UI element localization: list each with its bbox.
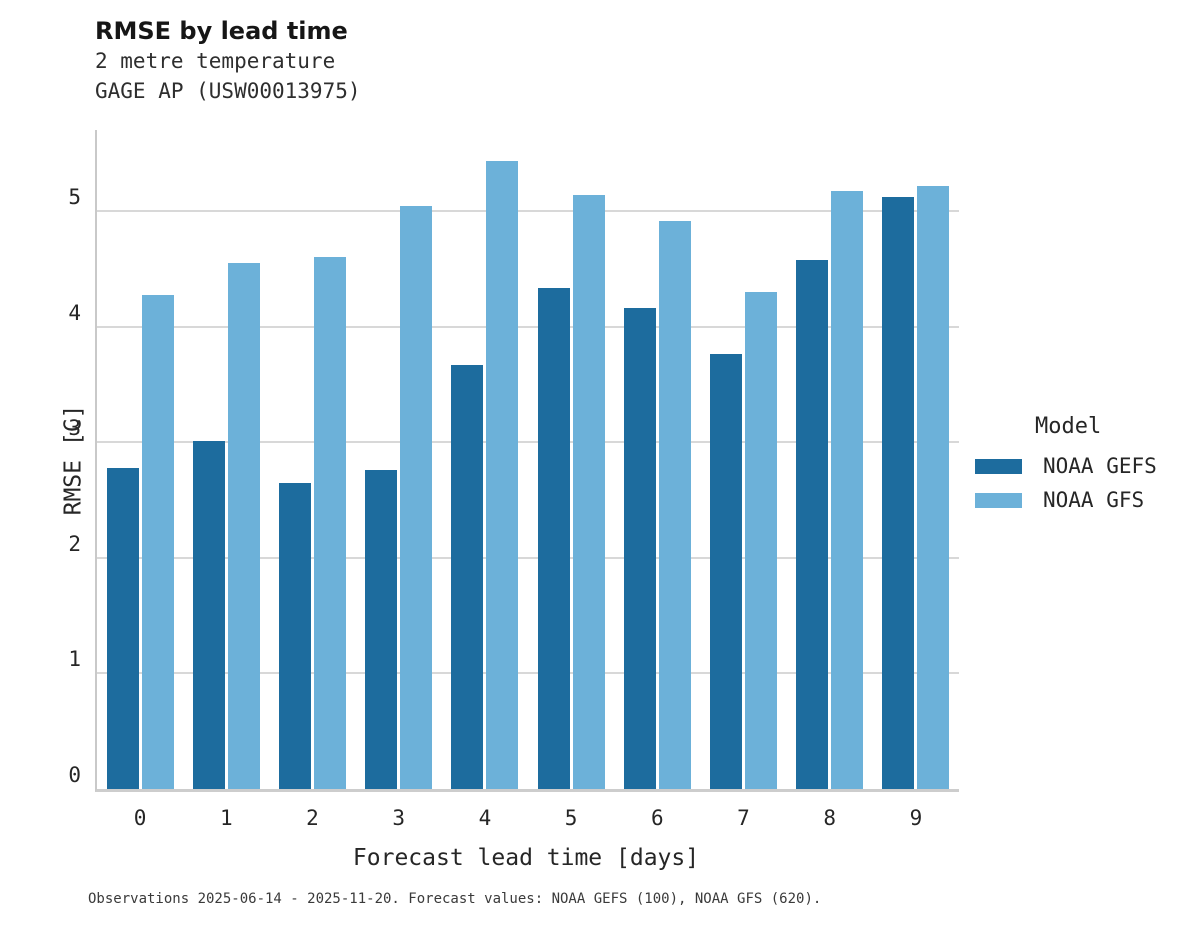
bar-noaa-gfs-1 [227,262,260,789]
gridline-y1 [97,672,959,675]
chart-subtitle-station: GAGE AP (USW00013975) [95,79,361,103]
gefs-swatch-icon [975,458,1022,474]
chart-title: RMSE by lead time [95,17,348,45]
bar-noaa-gfs-0 [141,295,174,789]
bar-noaa-gfs-6 [658,221,691,789]
legend: Model NOAA GEFS NOAA GFS [975,414,1157,517]
caption: Observations 2025-06-14 - 2025-11-20. Fo… [88,891,822,907]
bar-noaa-gefs-4 [451,364,484,789]
x-tick-label-8: 8 [823,806,837,830]
x-tick-label-1: 1 [219,806,233,830]
gridline-y5 [97,209,959,212]
bar-noaa-gfs-8 [831,191,864,789]
x-tick-label-9: 9 [909,806,923,830]
x-tick-label-2: 2 [306,806,319,830]
x-tick-label-4: 4 [478,806,492,830]
x-tick-label-0: 0 [133,806,147,830]
x-tick-label-3: 3 [392,806,406,830]
bar-noaa-gefs-0 [106,467,139,789]
bar-noaa-gefs-8 [796,259,829,789]
y-tick-label-1: 1 [68,647,81,672]
bar-noaa-gfs-5 [572,194,605,789]
y-tick-label-0: 0 [68,762,81,787]
x-axis-title: Forecast lead time [days] [352,845,700,871]
legend-title: Model [1035,414,1102,439]
bar-noaa-gfs-3 [400,206,433,789]
x-tick-label-7: 7 [737,806,750,830]
bar-noaa-gefs-2 [279,482,311,789]
y-tick-label-3: 3 [68,415,81,440]
gridline-y2 [97,556,959,559]
legend-label-gfs: NOAA GFS [1043,488,1145,512]
legend-entry-gfs: NOAA GFS [975,483,1157,517]
bar-noaa-gefs-3 [365,469,398,789]
bar-noaa-gefs-9 [882,197,915,789]
bar-noaa-gfs-2 [314,257,346,789]
x-tick-label-5: 5 [564,806,578,830]
y-tick-label-4: 4 [68,300,81,325]
bar-noaa-gfs-9 [917,185,950,789]
chart-subtitle-variable: 2 metre temperature [95,49,336,73]
bar-noaa-gefs-6 [623,308,656,789]
bar-noaa-gfs-7 [745,291,777,789]
legend-label-gefs: NOAA GEFS [1043,454,1157,478]
gridline-y4 [97,325,959,328]
bar-noaa-gfs-4 [486,161,519,789]
bar-noaa-gefs-5 [537,288,570,789]
legend-entry-gefs: NOAA GEFS [975,449,1157,483]
y-tick-label-5: 5 [68,184,81,209]
bar-noaa-gefs-1 [192,441,225,789]
bar-noaa-gefs-7 [710,354,742,789]
y-tick-label-2: 2 [68,531,81,556]
plot-area: 0 1 2 3 4 5 0 1 2 3 4 5 6 7 8 9 [68,130,959,830]
chart-header: RMSE by lead time 2 metre temperature GA… [95,16,361,106]
y-axis-title: RMSE [C] [60,404,87,516]
gridline-y3 [97,441,959,444]
x-tick-label-6: 6 [650,806,664,830]
gfs-swatch-icon [975,492,1022,508]
